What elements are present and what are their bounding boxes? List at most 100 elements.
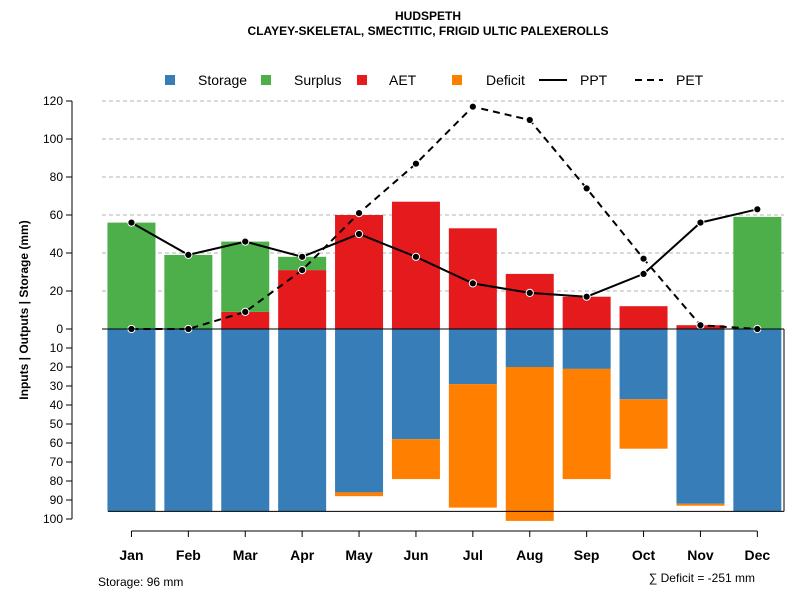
chart-subtitle: CLAYEY-SKELETAL, SMECTITIC, FRIGID ULTIC… [248, 24, 609, 38]
storage-bar-jun [391, 329, 440, 440]
lower-y-tick-label-70: 70 [50, 455, 64, 469]
x-tick-label-apr: Apr [290, 547, 315, 563]
lower-y-tick-label-50: 50 [50, 417, 64, 431]
storage-bar-apr [278, 329, 327, 512]
lower-y-tick-label-80: 80 [50, 474, 64, 488]
ppt-point-feb [184, 250, 193, 259]
storage-bar-aug [505, 329, 554, 367]
lower-y-tick-label-30: 30 [50, 379, 64, 393]
x-tick-label-jan: Jan [119, 547, 143, 563]
y-tick-label-120: 120 [43, 94, 63, 108]
ppt-point-sep [582, 292, 591, 301]
deficit-footnote: ∑ Deficit = -251 mm [649, 571, 755, 585]
ppt-point-apr [298, 252, 307, 261]
legend-label-surplus: Surplus [294, 72, 341, 88]
ppt-point-may [354, 229, 364, 239]
deficit-bar-nov [676, 503, 725, 506]
x-tick-label-jul: Jul [463, 547, 483, 563]
surplus-bar-dec [733, 216, 782, 329]
y-tick-label-100: 100 [43, 132, 63, 146]
legend-label-ppt: PPT [580, 72, 608, 88]
aet-bar-aug [505, 273, 554, 329]
deficit-bar-may [335, 492, 384, 497]
storage-footnote: Storage: 96 mm [98, 575, 183, 589]
y-tick-label-20: 20 [50, 284, 64, 298]
pet-point-sep [582, 184, 591, 193]
x-tick-label-dec: Dec [745, 547, 771, 563]
lower-y-tick-label-40: 40 [50, 398, 64, 412]
pet-point-jun [411, 159, 421, 168]
storage-bar-mar [221, 329, 270, 512]
x-tick-label-jun: Jun [404, 547, 429, 563]
y-tick-label-80: 80 [50, 170, 64, 184]
lower-y-tick-label-90: 90 [50, 493, 64, 507]
pet-point-mar [241, 307, 250, 316]
storage-bar-dec [733, 329, 782, 512]
legend-label-storage: Storage [198, 72, 247, 88]
ppt-point-dec [753, 205, 762, 214]
storage-bar-jan [107, 329, 156, 512]
surplus-bar-jan [107, 222, 156, 329]
legend-label-deficit: Deficit [486, 72, 525, 88]
y-axis-label: Inputs | Outputs | Storage (mm) [17, 220, 31, 399]
ppt-point-nov [696, 218, 705, 227]
deficit-bar-sep [562, 368, 611, 480]
legend-swatch-deficit [452, 75, 462, 85]
ppt-point-jul [468, 279, 477, 288]
legend-swatch-aet [357, 75, 367, 85]
surplus-bar-apr [278, 256, 327, 271]
aet-bar-oct [619, 306, 668, 329]
pet-point-jul [468, 102, 477, 111]
legend-label-pet: PET [676, 72, 704, 88]
ppt-point-jun [411, 252, 421, 261]
y-tick-label-60: 60 [50, 208, 64, 222]
storage-bar-jul [448, 329, 497, 385]
legend: Storage Surplus AET Deficit PPT PET [165, 72, 704, 88]
gridlines [102, 100, 784, 292]
legend-swatch-surplus [261, 75, 271, 85]
lower-y-tick-label-20: 20 [50, 360, 64, 374]
lower-y-tick-label-60: 60 [50, 436, 64, 450]
aet-bar-apr [278, 270, 327, 329]
pet-point-aug [525, 115, 534, 125]
deficit-bar-oct [619, 399, 668, 449]
storage-bar-oct [619, 329, 668, 400]
surplus-bar-mar [221, 241, 270, 312]
pet-point-may [354, 209, 364, 218]
lower-y-tick-label-10: 10 [50, 341, 64, 355]
x-tick-label-sep: Sep [574, 547, 600, 563]
pet-line [131, 105, 758, 330]
y-tick-label-40: 40 [50, 246, 64, 260]
x-tick-label-aug: Aug [516, 547, 543, 563]
storage-bar-sep [562, 329, 611, 369]
deficit-bar-jun [391, 439, 440, 480]
aet-bar-mar [221, 311, 270, 329]
pet-point-nov [696, 321, 705, 330]
y-tick-label-0: 0 [56, 322, 63, 336]
deficit-bar-jul [448, 384, 497, 508]
legend-label-aet: AET [389, 72, 417, 88]
x-tick-label-feb: Feb [176, 547, 201, 563]
storage-bar-nov [676, 329, 725, 504]
storage-bar-feb [164, 329, 213, 512]
ppt-point-oct [639, 269, 648, 278]
ppt-point-aug [525, 288, 534, 297]
ppt-point-mar [241, 237, 250, 246]
x-tick-label-mar: Mar [233, 547, 258, 563]
x-tick-label-may: May [345, 547, 372, 563]
series-lines [127, 102, 762, 334]
aet-bar-sep [562, 296, 611, 329]
pet-point-apr [298, 266, 307, 275]
ppt-point-jan [127, 218, 136, 227]
storage-bar-may [335, 329, 384, 493]
aet-bar-jul [448, 228, 497, 329]
axes: 0 20 40 60 80 100 120 10 20 30 40 50 60 70 80 90 100 Jan F… [43, 94, 785, 563]
legend-swatch-storage [165, 75, 175, 85]
surplus-bar-feb [164, 254, 213, 329]
bars [107, 201, 782, 521]
pet-point-oct [639, 254, 648, 263]
x-tick-label-nov: Nov [687, 547, 714, 563]
x-tick-label-oct: Oct [632, 547, 656, 563]
ppt-line [130, 208, 758, 298]
